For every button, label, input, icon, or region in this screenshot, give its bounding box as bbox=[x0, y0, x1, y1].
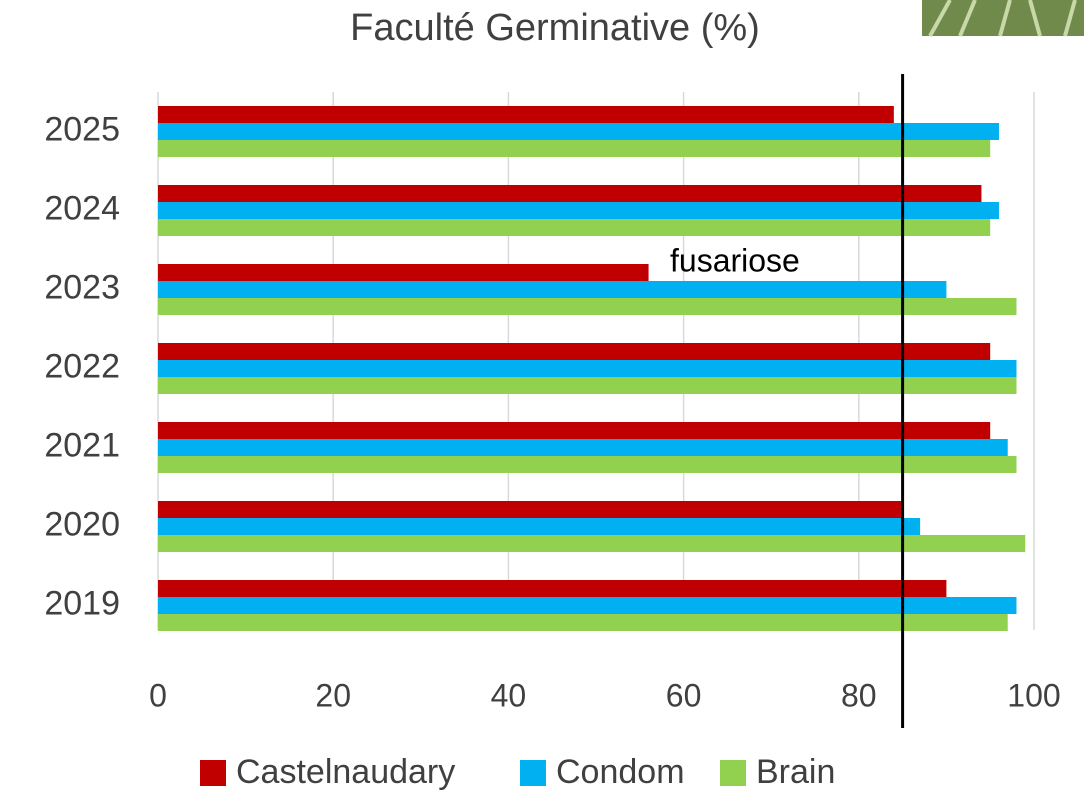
x-tick-label: 40 bbox=[491, 677, 527, 713]
y-tick-label: 2025 bbox=[44, 110, 120, 148]
legend-swatch bbox=[520, 760, 546, 786]
legend-swatch bbox=[720, 760, 746, 786]
bar bbox=[158, 281, 947, 298]
bar bbox=[158, 580, 947, 597]
bar bbox=[158, 518, 921, 535]
annotation: fusariose bbox=[670, 242, 800, 278]
bar bbox=[158, 614, 1008, 631]
bar bbox=[158, 202, 999, 219]
bar bbox=[158, 343, 991, 360]
bar bbox=[158, 140, 991, 157]
bar bbox=[158, 106, 894, 123]
bar bbox=[158, 264, 649, 281]
chart-title: Faculté Germinative (%) bbox=[350, 7, 760, 49]
x-tick-label: 0 bbox=[149, 677, 167, 713]
y-tick-label: 2022 bbox=[44, 347, 120, 385]
bar bbox=[158, 298, 1017, 315]
x-tick-label: 20 bbox=[315, 677, 351, 713]
bar bbox=[158, 422, 991, 439]
x-tick-label: 100 bbox=[1007, 677, 1060, 713]
y-tick-label: 2019 bbox=[44, 584, 120, 622]
bar bbox=[158, 439, 1008, 456]
bar bbox=[158, 501, 903, 518]
legend-label: Condom bbox=[556, 753, 685, 791]
bar bbox=[158, 360, 1017, 377]
bar bbox=[158, 597, 1017, 614]
bar bbox=[158, 219, 991, 236]
y-tick-label: 2020 bbox=[44, 505, 120, 543]
bar bbox=[158, 123, 999, 140]
x-tick-label: 80 bbox=[841, 677, 877, 713]
bar bbox=[158, 377, 1017, 394]
legend-label: Brain bbox=[756, 753, 835, 791]
x-tick-label: 60 bbox=[666, 677, 702, 713]
legend-label: Castelnaudary bbox=[236, 753, 455, 791]
bar bbox=[158, 185, 982, 202]
y-tick-label: 2023 bbox=[44, 268, 120, 306]
y-tick-label: 2021 bbox=[44, 426, 120, 464]
legend-swatch bbox=[200, 760, 226, 786]
bar bbox=[158, 535, 1026, 552]
y-tick-label: 2024 bbox=[44, 189, 120, 227]
photo-texture bbox=[928, 0, 1077, 37]
bar bbox=[158, 456, 1017, 473]
